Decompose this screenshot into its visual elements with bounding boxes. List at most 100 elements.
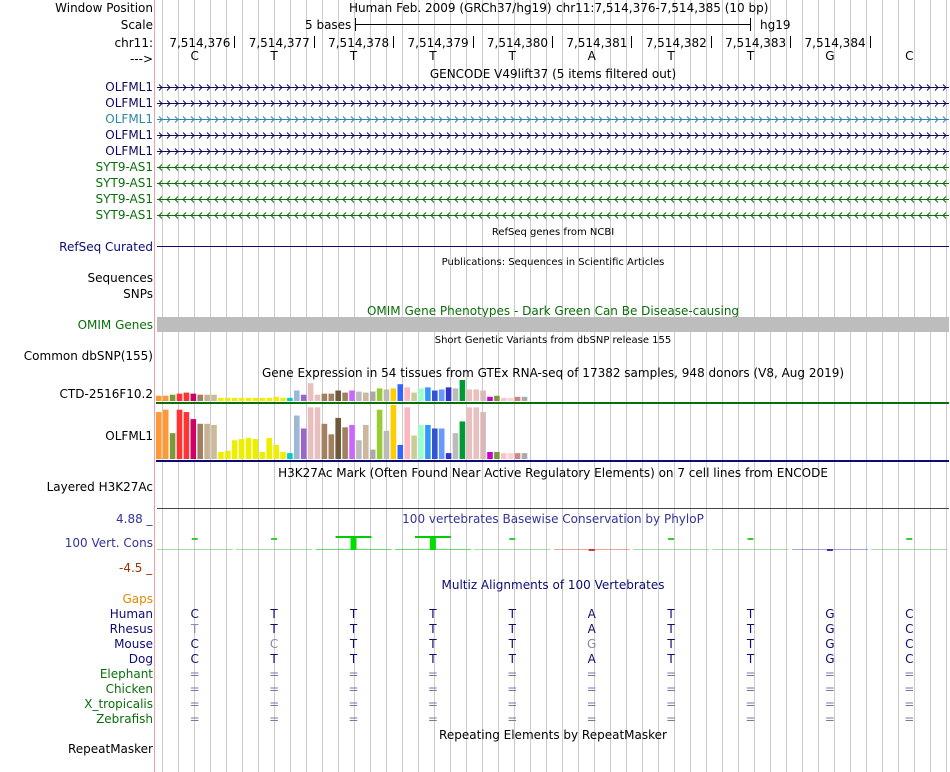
gtex-gene2-bar[interactable]	[342, 427, 348, 459]
gtex-gene2-bar[interactable]	[300, 428, 307, 459]
gtex-gene2-bar[interactable]	[231, 440, 238, 459]
gencode-track-label[interactable]: OLFML1	[105, 144, 153, 158]
gtex-gene1-bar[interactable]	[266, 397, 272, 401]
gtex-gene1-bar[interactable]	[445, 387, 452, 401]
gtex-gene1-bar[interactable]	[404, 387, 410, 401]
gtex-gene2-bar[interactable]	[452, 433, 459, 459]
phylop-bar[interactable]	[826, 549, 833, 551]
gencode-gene-line[interactable]	[157, 163, 949, 172]
phylop-bar[interactable]	[429, 538, 436, 550]
position-text[interactable]: chr11:7,514,376-7,514,385 (10 bp)	[556, 1, 769, 15]
gtex-gene2-bar[interactable]	[404, 407, 410, 459]
gtex-gene2-bar[interactable]	[383, 430, 390, 459]
gtex-gene1-bar[interactable]	[411, 392, 417, 401]
gtex-gene2-bar[interactable]	[280, 451, 286, 459]
phylop-bar[interactable]	[191, 538, 198, 540]
gtex-gene1-bar[interactable]	[294, 390, 300, 402]
gtex-gene2-bar[interactable]	[197, 423, 203, 459]
gtex-gene2-bar[interactable]	[507, 453, 514, 459]
gtex-gene1-bar[interactable]	[252, 397, 259, 401]
dbsnp-label[interactable]: Common dbSNP(155)	[23, 349, 153, 363]
gtex-gene1-bar[interactable]	[397, 384, 404, 401]
gtex-gene2-bar[interactable]	[266, 437, 272, 459]
gtex-gene2-bar[interactable]	[376, 409, 383, 459]
gtex-gene2-bar[interactable]	[238, 439, 245, 459]
gencode-gene-line[interactable]	[157, 99, 949, 108]
gtex-gene2-label[interactable]: OLFML1	[105, 429, 153, 443]
gtex-gene1-bar[interactable]	[466, 389, 473, 401]
gtex-gene1-bar[interactable]	[335, 390, 341, 402]
gtex-gene2-bar[interactable]	[204, 423, 210, 459]
omim-feature-bar[interactable]	[157, 317, 949, 332]
gtex-gene2-bar[interactable]	[445, 453, 452, 459]
phylop-bar[interactable]	[350, 538, 357, 550]
gtex-gene1-bar[interactable]	[487, 396, 493, 401]
gtex-gene2-bar[interactable]	[314, 407, 321, 459]
gtex-gene2-bar[interactable]	[169, 433, 176, 459]
gtex-gene1-bar[interactable]	[162, 395, 169, 401]
gtex-gene2-bar[interactable]	[501, 453, 507, 459]
gtex-gene2-bar[interactable]	[218, 451, 224, 459]
gtex-gene2-bar[interactable]	[514, 453, 521, 459]
gencode-gene-line[interactable]	[157, 179, 949, 188]
gtex-gene2-bar[interactable]	[287, 453, 293, 459]
gtex-gene1-bar[interactable]	[383, 389, 390, 401]
gtex-gene1-bar[interactable]	[432, 390, 438, 402]
phylop-bar[interactable]	[668, 538, 675, 540]
multiz-species-label[interactable]: Chicken	[105, 682, 153, 696]
gencode-track-label[interactable]: OLFML1	[105, 80, 153, 94]
gtex-gene2-bar[interactable]	[418, 424, 424, 459]
gtex-gene1-bar[interactable]	[238, 397, 245, 401]
gtex-gene1-bar[interactable]	[307, 383, 314, 401]
gencode-track-label[interactable]: SYT9-AS1	[95, 208, 153, 222]
gtex-gene2-bar[interactable]	[190, 419, 197, 459]
gtex-gene2-bar[interactable]	[480, 412, 486, 459]
gtex-gene1-bar[interactable]	[280, 397, 286, 401]
gtex-gene1-bar[interactable]	[245, 397, 252, 401]
gtex-gene1-bar[interactable]	[314, 394, 321, 401]
gencode-track-label[interactable]: SYT9-AS1	[95, 160, 153, 174]
gencode-track-label[interactable]: SYT9-AS1	[95, 176, 153, 190]
gtex-gene2-bar[interactable]	[349, 424, 355, 459]
gtex-gene2-bar[interactable]	[211, 424, 217, 459]
gtex-gene2-bar[interactable]	[363, 424, 369, 459]
gtex-gene2-bar[interactable]	[466, 407, 473, 459]
gtex-gene1-bar[interactable]	[183, 392, 190, 401]
gtex-gene2-bar[interactable]	[397, 444, 404, 459]
multiz-species-label[interactable]: X_tropicalis	[84, 697, 153, 711]
gtex-gene2-bar[interactable]	[273, 444, 279, 459]
gtex-gene1-bar[interactable]	[452, 388, 459, 401]
publications-snps-label[interactable]: SNPs	[123, 287, 153, 301]
gtex-gene2-bar[interactable]	[225, 450, 231, 459]
gtex-gene2-bar[interactable]	[438, 428, 445, 459]
gtex-gene1-bar[interactable]	[494, 395, 500, 401]
gtex-gene1-bar[interactable]	[356, 391, 362, 401]
gtex-gene1-bar[interactable]	[259, 397, 266, 401]
multiz-species-label[interactable]: Mouse	[114, 637, 153, 651]
gtex-gene2-bar[interactable]	[521, 453, 528, 459]
gtex-gene2-bar[interactable]	[162, 409, 169, 459]
gtex-gene1-label[interactable]: CTD-2516F10.2	[59, 387, 153, 401]
gtex-gene2-bar[interactable]	[390, 405, 397, 459]
gtex-gene2-bar[interactable]	[335, 417, 341, 459]
gencode-gene-line[interactable]	[157, 211, 949, 220]
gtex-gene2-bar[interactable]	[487, 451, 493, 459]
phylop-bar[interactable]	[509, 538, 516, 540]
multiz-species-label[interactable]: Rhesus	[109, 622, 153, 636]
multiz-species-label[interactable]: Elephant	[99, 667, 153, 681]
gencode-track-label[interactable]: SYT9-AS1	[95, 192, 153, 206]
gtex-gene1-bar[interactable]	[328, 393, 335, 401]
gtex-gene2-bar[interactable]	[294, 415, 300, 459]
gtex-gene1-bar[interactable]	[390, 388, 397, 401]
gtex-gene1-bar[interactable]	[204, 394, 210, 401]
gtex-gene1-bar[interactable]	[507, 397, 514, 401]
gtex-gene2-bar[interactable]	[176, 409, 183, 459]
multiz-species-label[interactable]: Zebrafish	[96, 712, 153, 726]
gtex-gene2-bar[interactable]	[369, 449, 376, 459]
gtex-gene2-bar[interactable]	[183, 412, 190, 459]
h3k27ac-label[interactable]: Layered H3K27Ac	[46, 480, 153, 494]
gtex-gene1-bar[interactable]	[300, 394, 307, 401]
multiz-species-label[interactable]: Dog	[128, 652, 153, 666]
gtex-gene2-bar[interactable]	[432, 428, 438, 459]
